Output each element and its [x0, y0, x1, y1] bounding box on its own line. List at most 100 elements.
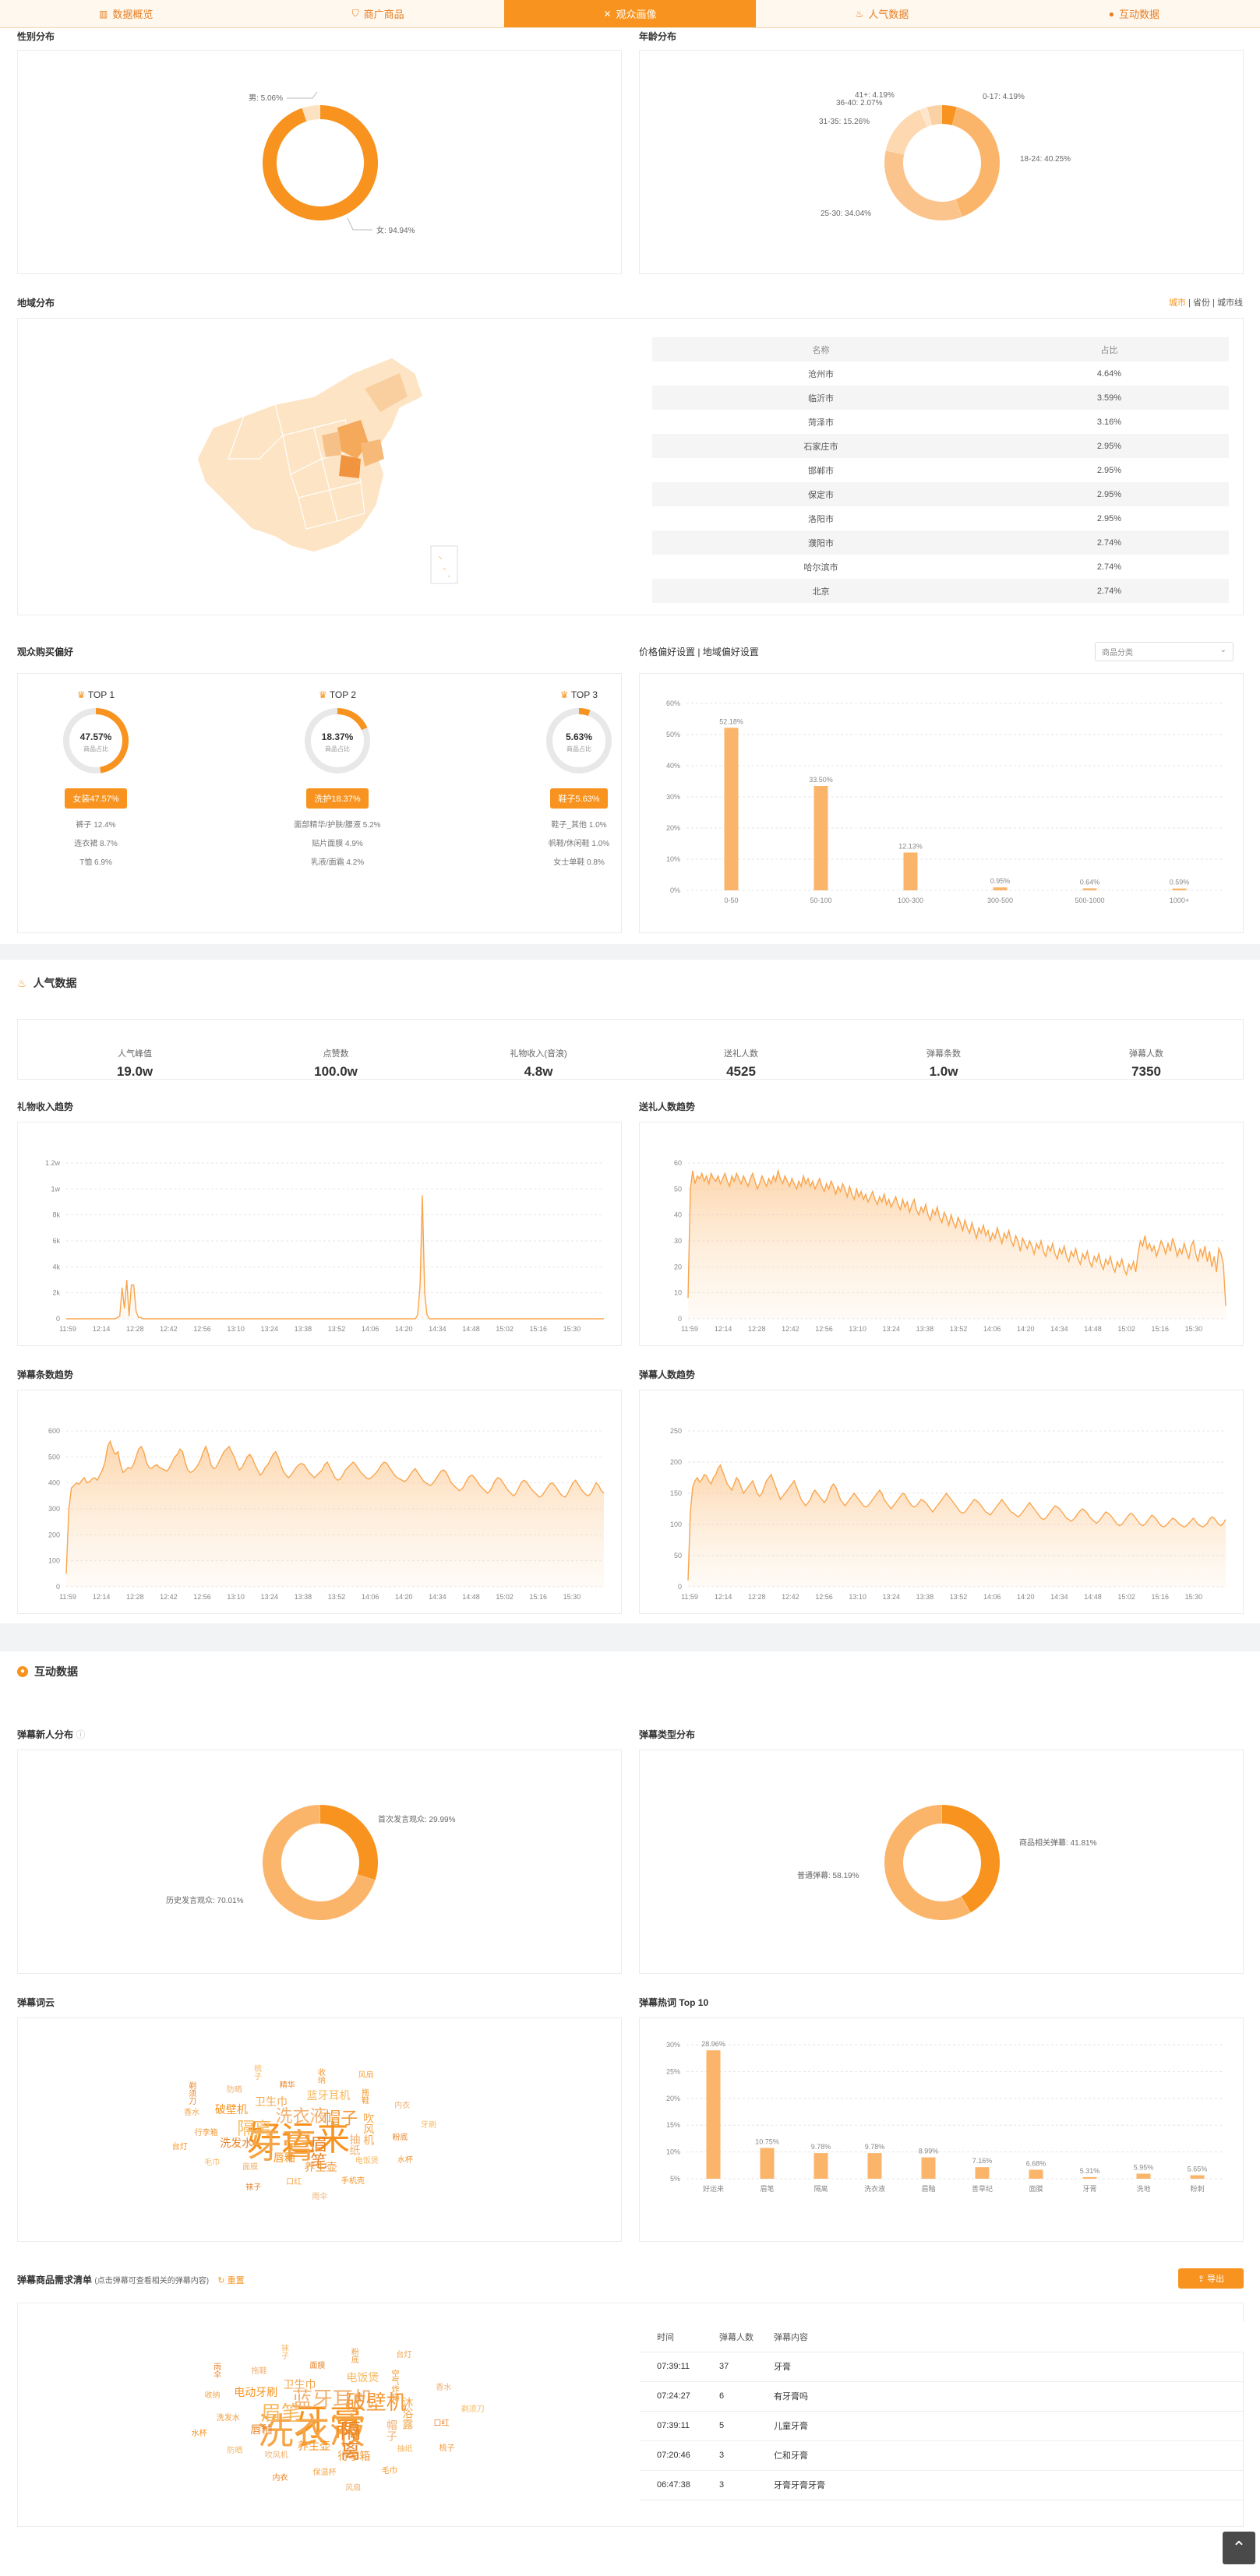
region-row[interactable]: 石家庄市 2.95% [652, 434, 1229, 458]
tab-popularity[interactable]: ♨ 人气数据 [855, 8, 909, 21]
gender-slice[interactable] [263, 105, 379, 220]
tab-products[interactable]: ⛉ 商广商品 [351, 8, 404, 20]
word-cloud-word[interactable]: 洗衣液 [275, 2106, 327, 2126]
age-slice[interactable] [885, 109, 927, 155]
hotword-bar[interactable] [760, 2148, 775, 2179]
gender-slice[interactable] [302, 105, 320, 122]
hotword-bar[interactable] [1136, 2173, 1151, 2179]
word-cloud-word[interactable]: 风扇 [345, 2484, 362, 2493]
word-cloud-word[interactable]: 沐浴露 [401, 2397, 415, 2430]
danmu-type-slice[interactable] [942, 1805, 1000, 1913]
price-bar[interactable] [724, 728, 739, 890]
region-link-city[interactable]: 城市 [1169, 298, 1187, 308]
word-cloud-word[interactable]: 吹风机 [264, 2451, 288, 2461]
region-row[interactable]: 邯郸市 2.95% [807, 465, 1122, 476]
word-cloud-word[interactable]: 精华 [279, 2081, 295, 2090]
word-cloud-word[interactable]: 水杯 [397, 2156, 413, 2165]
word-cloud-word[interactable]: 雨伞 [211, 2363, 221, 2379]
word-cloud-word[interactable]: 香水 [436, 2384, 452, 2393]
word-cloud-word[interactable]: 蓝牙耳机 [291, 2387, 373, 2412]
trend-line[interactable] [687, 1464, 1226, 1581]
word-cloud-word[interactable]: 洗发水 [216, 2413, 240, 2423]
word-cloud-word[interactable]: 口红 [433, 2419, 450, 2429]
demand-row[interactable]: 07:39:11 37 牙膏 [640, 2352, 1244, 2382]
word-cloud-word[interactable]: 养生壶 [297, 2439, 330, 2452]
region-link-tier[interactable]: 城市线 [1217, 298, 1243, 308]
word-cloud-word[interactable]: 面膜 [309, 2361, 326, 2370]
word-cloud-word[interactable]: 袜子 [279, 2343, 288, 2359]
word-cloud-word[interactable]: 拖鞋 [359, 2088, 369, 2104]
hotword-bar[interactable] [867, 2153, 882, 2179]
word-cloud-word[interactable]: 破壁机 [345, 2390, 407, 2414]
word-cloud-word[interactable]: 香水 [184, 2108, 200, 2117]
hotword-bar[interactable] [921, 2157, 936, 2179]
word-cloud-word[interactable]: 手机壳 [341, 2176, 365, 2186]
category-select[interactable]: 商品分类 ⌄ [1095, 642, 1234, 661]
hotword-bar[interactable] [1190, 2175, 1205, 2179]
new-danmu-slice[interactable] [320, 1805, 378, 1880]
price-bar[interactable] [1172, 888, 1187, 890]
word-cloud-word[interactable]: 电饭煲 [346, 2371, 379, 2384]
danmu-type-slice[interactable] [884, 1805, 971, 1920]
word-cloud-word[interactable]: 隔离 [337, 2420, 362, 2461]
word-cloud-word[interactable]: 养生壶 [304, 2161, 337, 2174]
tab-overview[interactable]: ▥ 数据概览 [99, 8, 154, 21]
word-cloud-word[interactable]: 台灯 [171, 2143, 188, 2152]
word-cloud-word[interactable]: 袜子 [245, 2183, 262, 2192]
word-cloud-word[interactable]: 剃须刀 [186, 2081, 196, 2106]
word-cloud-word[interactable]: 蓝牙耳机 [306, 2089, 351, 2102]
word-cloud-word[interactable]: 毛巾 [381, 2467, 397, 2476]
trend-line[interactable] [65, 1440, 605, 1574]
word-cloud-word[interactable]: 梳子 [252, 2064, 261, 2081]
word-cloud-word[interactable]: 眉笔 [308, 2134, 328, 2169]
word-cloud-word[interactable]: 帽子 [323, 2108, 358, 2128]
word-cloud-word[interactable]: 粉底 [349, 2347, 358, 2363]
word-cloud-word[interactable]: 梳子 [439, 2444, 455, 2453]
region-row[interactable]: 哈尔滨市 2.74% [803, 562, 1122, 573]
region-link-province[interactable]: 省份 [1193, 298, 1211, 308]
word-cloud-word[interactable]: 防晒 [227, 2446, 243, 2455]
export-button[interactable]: ⇪ 导出 [1178, 2268, 1244, 2289]
price-bar[interactable] [1082, 888, 1097, 890]
hotword-bar[interactable] [814, 2153, 828, 2179]
price-bar[interactable] [993, 887, 1008, 890]
new-danmu-slice[interactable] [263, 1805, 376, 1920]
region-row[interactable]: 菏泽市 3.16% [807, 417, 1122, 428]
age-slice[interactable] [884, 150, 962, 220]
word-cloud-word[interactable]: 牙膏 [294, 2402, 365, 2443]
word-cloud-word[interactable]: 抽纸 [397, 2445, 413, 2454]
info-icon[interactable]: ⓘ [76, 1729, 86, 1740]
word-cloud-word[interactable]: 台灯 [396, 2350, 412, 2359]
price-bar[interactable] [903, 852, 918, 890]
trend-line[interactable] [687, 1168, 1226, 1306]
region-row[interactable]: 保定市 2.95% [652, 482, 1229, 506]
hotword-bar[interactable] [975, 2167, 990, 2179]
refresh-link[interactable]: ↻ 重置 [217, 2276, 245, 2285]
word-cloud-word[interactable]: 行李箱 [337, 2449, 371, 2462]
word-cloud-word[interactable]: 内衣 [272, 2474, 288, 2483]
word-cloud-word[interactable]: 毛巾 [204, 2158, 221, 2167]
word-cloud-word[interactable]: 洗发水 [220, 2137, 253, 2150]
word-cloud-word[interactable]: 唇釉 [250, 2423, 273, 2437]
age-slice[interactable] [919, 107, 932, 127]
word-cloud-word[interactable]: 卫生巾 [254, 2095, 288, 2109]
word-cloud-word[interactable]: 隔离 [237, 2118, 272, 2138]
word-cloud-word[interactable]: 口红 [286, 2178, 302, 2187]
price-title[interactable]: 价格偏好设置 | 地域偏好设置 [639, 647, 759, 657]
demand-row[interactable]: 07:24:27 6 有牙膏吗 [640, 2381, 1244, 2412]
back-to-top-button[interactable]: ⌃ [1223, 2532, 1255, 2564]
age-slice[interactable] [942, 105, 957, 125]
hotword-bar[interactable] [706, 2050, 721, 2179]
region-row[interactable]: 临沂市 3.59% [652, 386, 1229, 410]
word-cloud-word[interactable]: 收纳 [204, 2391, 221, 2401]
word-cloud-word[interactable]: 行李箱 [194, 2128, 218, 2137]
word-cloud-word[interactable]: 破壁机 [214, 2102, 248, 2116]
demand-row[interactable]: 07:20:46 3 仁和牙膏 [640, 2440, 1244, 2471]
word-cloud-word[interactable]: 防晒 [226, 2085, 242, 2095]
region-row[interactable]: 濮阳市 2.74% [652, 530, 1229, 555]
word-cloud-word[interactable]: 剃须刀 [461, 2405, 485, 2415]
word-cloud-word[interactable]: 水杯 [191, 2430, 207, 2439]
word-cloud-word[interactable]: 唇釉 [273, 2151, 295, 2164]
region-row[interactable]: 沧州市 4.64% [807, 368, 1122, 379]
word-cloud-word[interactable]: 电饭煲 [355, 2157, 379, 2166]
